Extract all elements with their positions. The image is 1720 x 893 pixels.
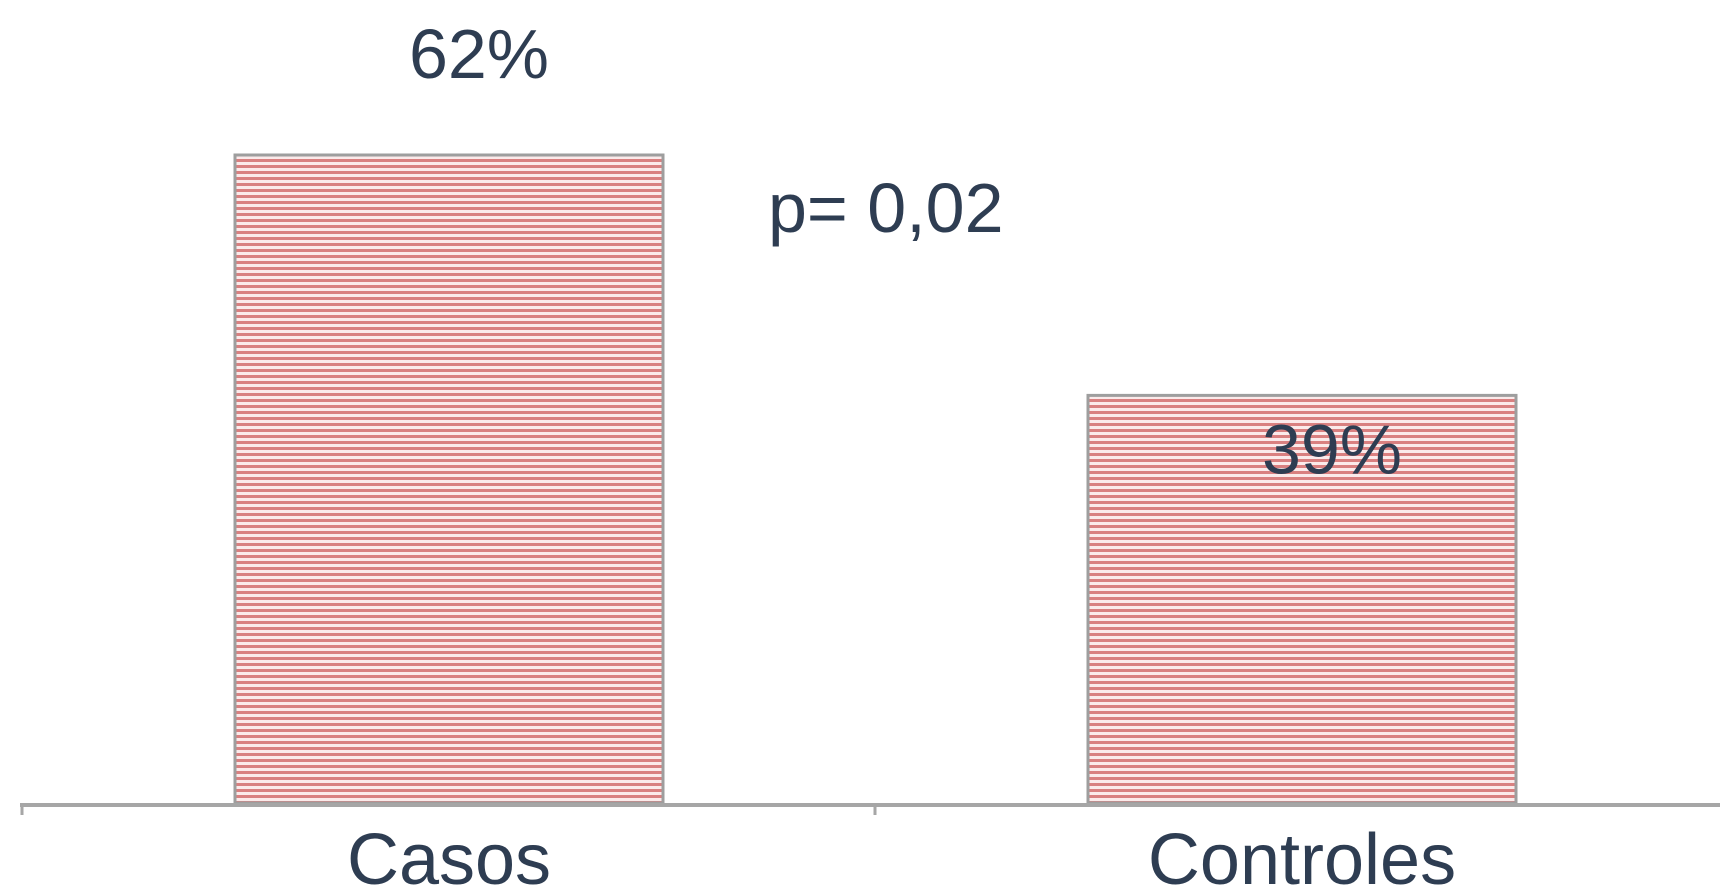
bar-casos [233,153,665,805]
bar-controles [1086,393,1518,805]
x-tick-label-controles: Controles [1148,820,1456,893]
data-label-casos: 62% [409,15,549,93]
data-label-controles: 39% [1262,410,1402,488]
labels-layer: 62% Casos 39% Controles [347,15,1456,893]
p-value-annotation: p= 0,02 [768,169,1004,247]
x-tick-label-casos: Casos [347,820,551,893]
bars-layer [233,153,1518,805]
